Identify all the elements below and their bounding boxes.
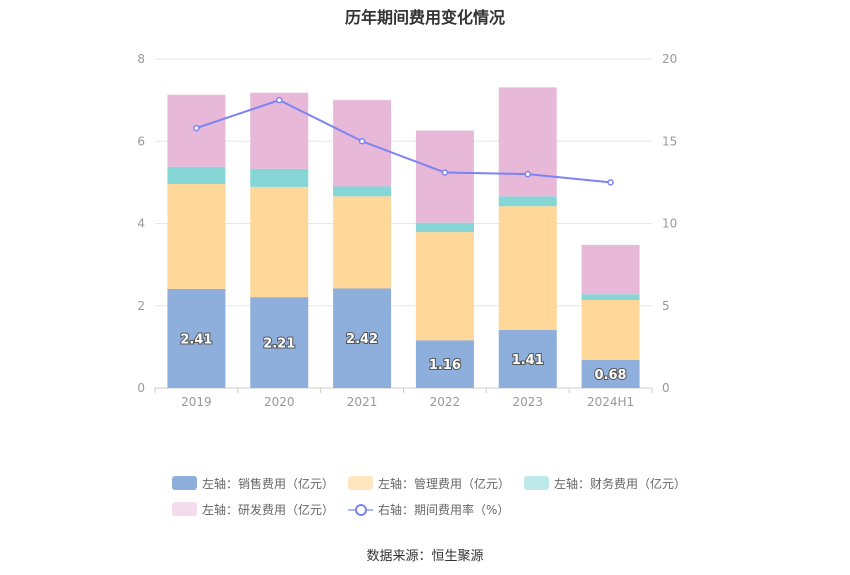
y-right-tick-label: 15 [662,134,677,148]
bar-segment [498,206,557,331]
y-left-tick-label: 2 [137,299,145,313]
bar-data-label: 1.16 [429,358,461,373]
legend-row-1: 左轴：销售费用（亿元） 左轴：管理费用（亿元） 左轴：财务费用（亿元） [172,472,712,494]
legend-label-sales: 左轴：销售费用（亿元） [202,476,335,491]
legend-swatch-rnd [172,502,197,516]
bar-segment [581,244,640,295]
bar-segment [167,166,226,185]
legend-label-admin: 左轴：管理费用（亿元） [378,476,511,491]
y-right-tick-label: 20 [662,52,677,66]
bar-segment [581,294,640,300]
legend-item-sales[interactable]: 左轴：销售费用（亿元） [172,475,334,492]
bar-segment [167,288,226,388]
bar-segment [581,360,640,388]
expense-ratio-point [441,169,449,176]
bar-segment [415,130,474,223]
y-left-tick-label: 6 [137,134,145,148]
legend-row-2: 左轴：研发费用（亿元） 右轴：期间费用率（%） [172,498,712,520]
bar-segment [333,288,392,388]
y-left-tick-label: 4 [137,217,145,231]
legend-swatch-sales [172,476,197,490]
bar-segment [498,330,557,388]
expense-ratio-point [193,124,200,132]
y-right-tick-label: 0 [662,381,670,395]
bar-segment [498,196,557,207]
legend-label-rnd: 左轴：研发费用（亿元） [202,502,335,517]
legend-item-rnd[interactable]: 左轴：研发费用（亿元） [172,501,334,518]
bar-segment [581,299,640,361]
bar-segment [415,222,474,233]
y-left-tick-label: 0 [137,381,145,395]
legend-item-admin[interactable]: 左轴：管理费用（亿元） [348,475,510,492]
x-tick-label: 2023 [512,395,543,409]
x-tick-label: 2024H1 [587,395,634,409]
legend-swatch-finance [524,476,550,490]
expense-ratio-point [607,179,614,186]
y-right-tick-label: 10 [662,217,677,231]
legend-label-expense-ratio: 右轴：期间费用率（%） [378,502,510,517]
bar-data-label: 1.41 [512,353,544,368]
chart-legend: 左轴：销售费用（亿元） 左轴：管理费用（亿元） 左轴：财务费用（亿元） 左轴：研… [172,472,712,524]
y-right-tick-label: 5 [662,299,670,313]
legend-item-expense-ratio[interactable]: 右轴：期间费用率（%） [348,501,509,518]
legend-item-finance[interactable]: 左轴：财务费用（亿元） [524,475,686,492]
bar-segment [167,184,226,289]
bar-segment [415,340,474,388]
bar-data-label: 2.42 [346,332,378,347]
legend-swatch-expense-ratio [348,502,374,516]
bar-segment [333,186,392,197]
bar-segment [250,186,309,298]
chart-title: 历年期间费用变化情况 [344,8,505,27]
expense-ratio-point [358,138,366,145]
data-source-note: 数据来源：恒生聚源 [366,549,484,564]
bar-segment [333,196,392,289]
bar-segment [415,232,474,341]
y-left-tick-label: 8 [137,52,145,66]
bar-data-label: 0.68 [595,368,627,383]
bar-data-label: 2.41 [180,332,212,347]
bar-segment [250,297,309,388]
x-tick-label: 2021 [347,395,378,409]
legend-label-finance: 左轴：财务费用（亿元） [554,476,687,491]
bar-segment [250,92,309,169]
bar-segment [498,87,557,197]
expense-ratio-line [196,99,611,184]
x-tick-label: 2020 [264,395,295,409]
x-tick-label: 2022 [430,395,461,409]
legend-swatch-admin [348,476,374,490]
bar-segment [250,168,309,187]
expense-ratio-point [276,96,283,104]
x-tick-label: 2019 [181,395,212,409]
expense-ratio-point [524,170,531,178]
bar-data-label: 2.21 [263,337,295,352]
